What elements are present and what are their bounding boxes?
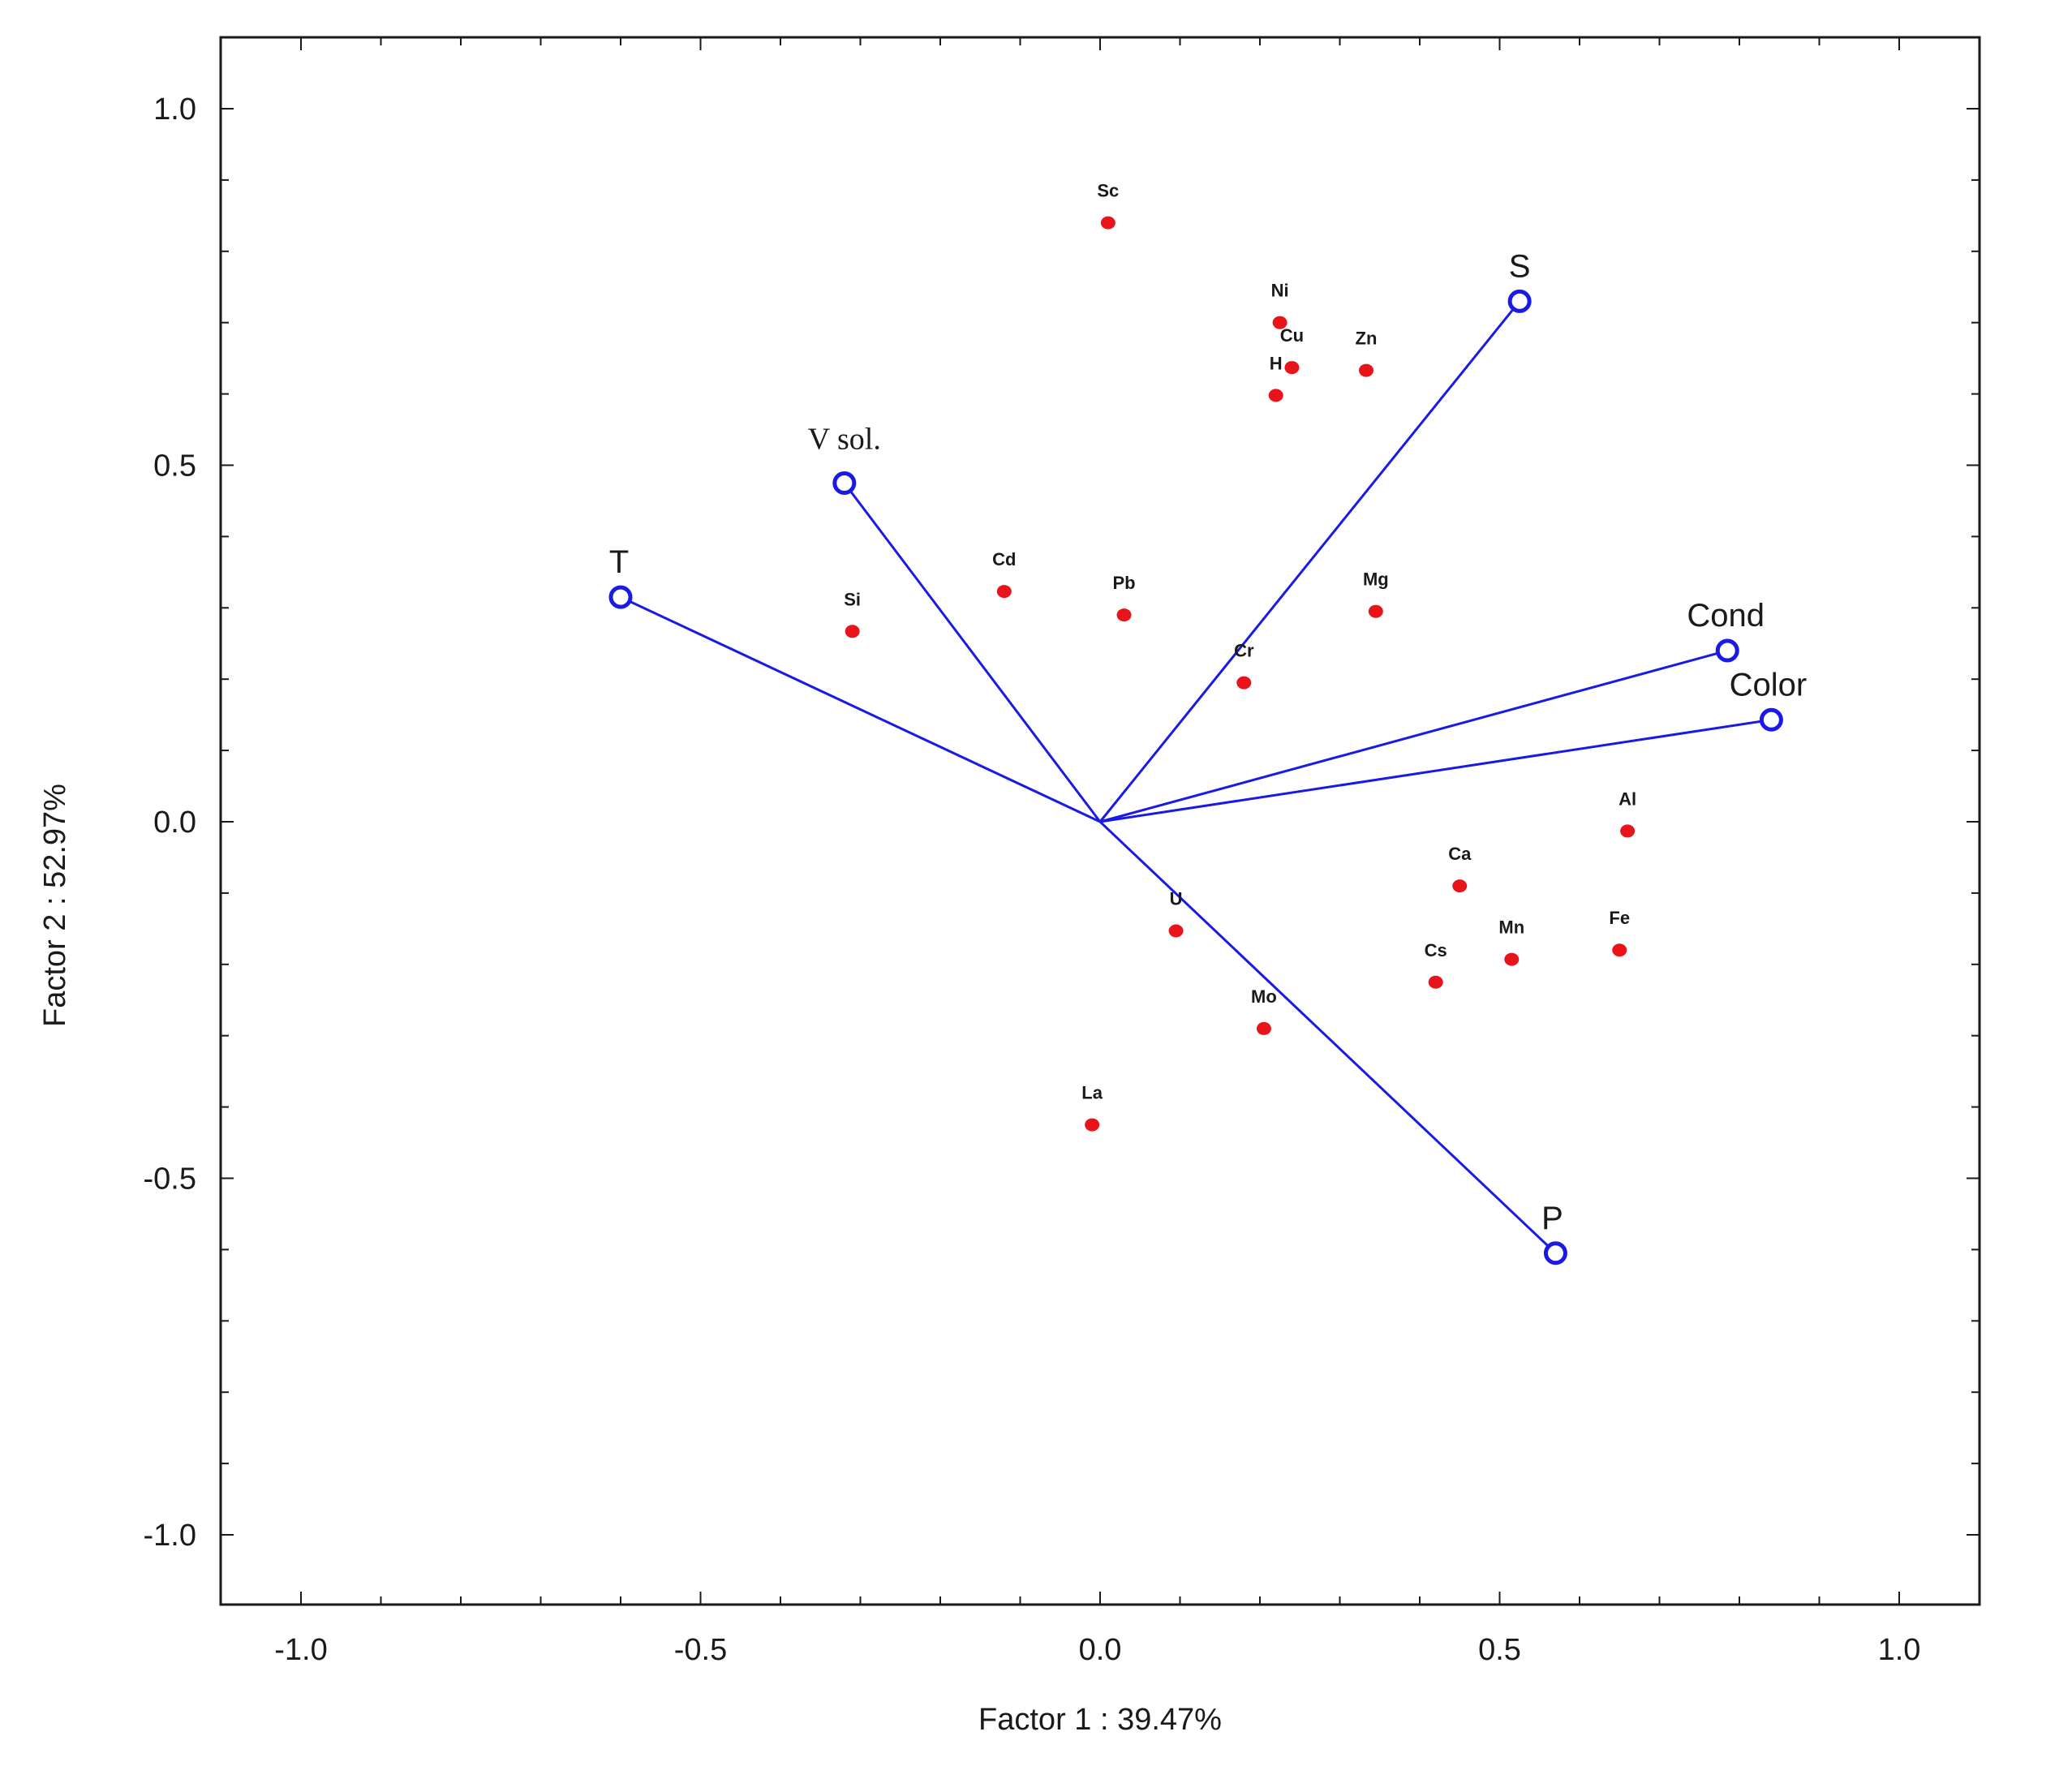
x-tick-label: 1.0 [1878,1633,1921,1667]
point-marker [1359,363,1374,377]
vector-label: T [609,544,629,580]
point-label: Fe [1609,908,1630,928]
vector-line [1099,718,1772,823]
point-marker [1452,879,1468,893]
y-tick-label: 0.0 [153,806,196,840]
point-label: Cd [992,549,1016,569]
point-label: Cs [1425,940,1447,960]
vector-endpoint [1543,1241,1567,1265]
vector-label: P [1541,1201,1563,1236]
vector-endpoint [608,585,633,609]
point-label: Mg [1363,569,1389,590]
point-marker [1272,316,1287,329]
point-label: Pb [1112,573,1135,593]
point-label: U [1170,888,1183,909]
point-marker [1268,389,1283,402]
point-marker [1620,824,1636,838]
vector-label: S [1509,248,1531,284]
point-label: Cr [1234,641,1254,661]
point-label: Si [844,589,861,609]
vector-endpoint [832,471,857,495]
point-label: Zn [1356,329,1378,349]
point-marker [1236,676,1252,690]
y-axis-label: Factor 2 : 52.97% [38,784,72,1027]
vector-line [1098,300,1521,823]
point-label: H [1270,353,1283,373]
point-marker [1504,952,1520,966]
vector-label: Cond [1687,598,1765,634]
tick-marks [221,37,1980,1605]
point-marker [845,625,860,638]
x-tick-label: 0.5 [1478,1633,1521,1667]
vector-endpoint [1715,638,1739,663]
x-tick-label: 0.0 [1079,1633,1122,1667]
point-marker [1256,1021,1271,1035]
x-tick-label: -1.0 [274,1633,327,1667]
point-label: La [1081,1083,1103,1103]
point-label: Cu [1280,325,1304,346]
data-points: Sc Ni Cu Zn H Cd Si Pb Mg Cr Al Ca U Fe Mn Cs Mo La [844,181,1636,1132]
y-tick-label: 0.5 [153,449,196,483]
point-marker [1168,924,1184,938]
point-marker [1116,608,1132,622]
vector-endpoint [1507,289,1532,313]
vector-line [620,595,1101,823]
point-marker [1428,975,1443,989]
point-marker [1284,361,1300,375]
y-tick-label: -0.5 [144,1162,196,1197]
loading-vectors: S V sol. T Cond Color P [608,248,1808,1265]
vector-line [1098,820,1557,1254]
point-marker [1368,604,1383,618]
tick-labels: -1.0 -0.5 0.0 0.5 1.0 1.0 0.5 0.0 -0.5 -1.0 [144,92,1921,1667]
vector-label: V sol. [808,422,881,456]
vector-line [843,482,1102,823]
point-label: Mo [1251,986,1277,1007]
vector-endpoint [1759,707,1783,732]
point-label: Ni [1271,281,1289,301]
point-label: Ca [1448,844,1472,864]
chart-frame: S V sol. T Cond Color P Sc Ni Cu Zn H Cd Si Pb Mg Cr Al… [23,23,2049,1742]
point-label: Mn [1498,917,1524,938]
vector-line [1099,649,1728,823]
x-tick-label: -0.5 [674,1633,727,1667]
point-marker [1085,1118,1100,1132]
point-marker [996,585,1012,599]
point-label: Al [1618,788,1636,809]
biplot-chart: S V sol. T Cond Color P Sc Ni Cu Zn H Cd Si Pb Mg Cr Al… [38,36,1981,1737]
x-axis-label: Factor 1 : 39.47% [978,1703,1222,1737]
point-label: Sc [1097,181,1119,201]
point-marker [1612,943,1627,957]
point-marker [1100,216,1116,230]
vector-label: Color [1730,667,1808,703]
y-tick-label: 1.0 [153,92,196,127]
y-tick-label: -1.0 [144,1519,196,1553]
